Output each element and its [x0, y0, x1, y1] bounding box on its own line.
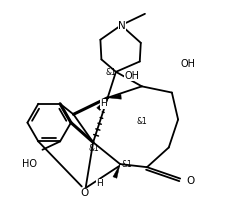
Text: H: H — [100, 100, 107, 108]
Text: OH: OH — [124, 71, 139, 81]
Polygon shape — [108, 94, 121, 99]
Text: &1: &1 — [89, 144, 100, 153]
Text: OH: OH — [180, 59, 195, 68]
Text: HO: HO — [22, 159, 37, 169]
Text: H: H — [96, 179, 103, 188]
Polygon shape — [113, 164, 120, 178]
Text: &1: &1 — [121, 160, 132, 169]
Text: O: O — [186, 176, 195, 186]
Text: N: N — [118, 21, 126, 31]
Text: &1: &1 — [137, 117, 148, 126]
Text: O: O — [81, 188, 89, 198]
Polygon shape — [97, 98, 108, 110]
Text: &1: &1 — [105, 68, 116, 77]
